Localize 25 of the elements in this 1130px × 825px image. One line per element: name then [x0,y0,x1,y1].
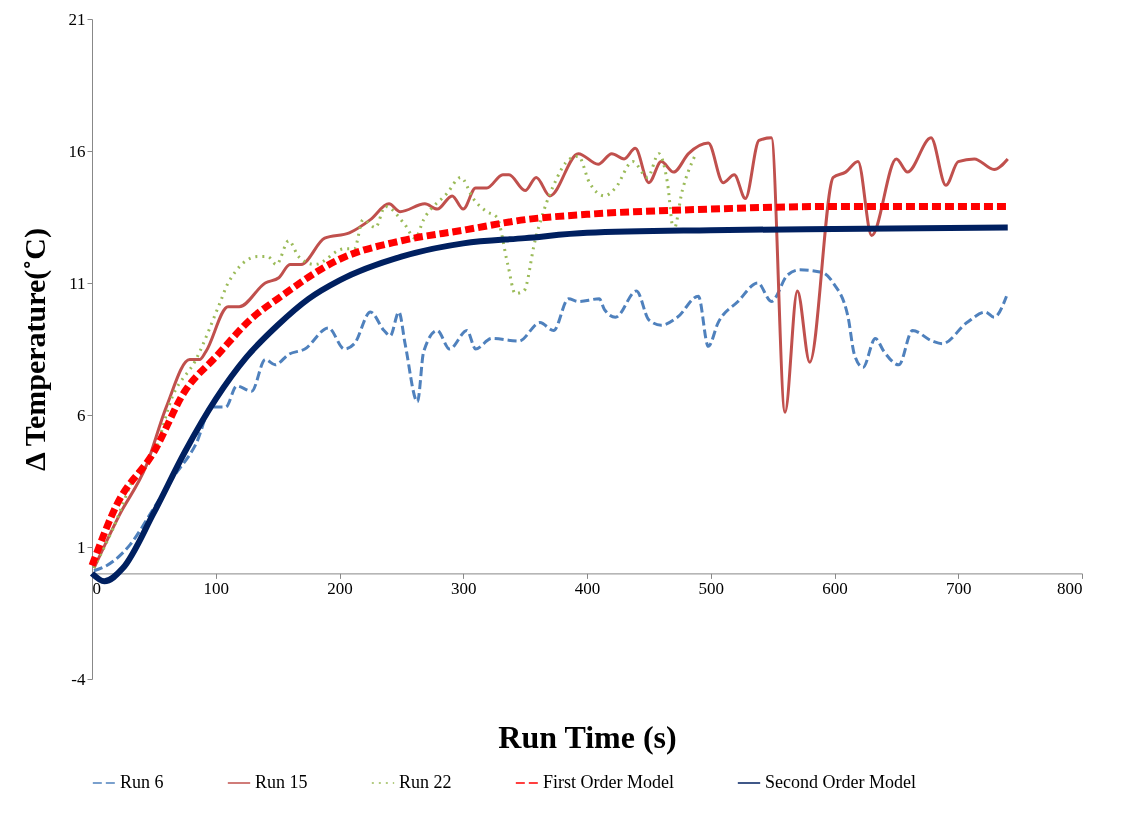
x-tick-label: 500 [698,578,724,598]
y-tick-label: -4 [71,669,86,689]
legend-label: Run 22 [399,772,452,792]
line-series [92,152,697,570]
x-axis-title: Run Time (s) [498,718,677,755]
x-tick-label: 0 [92,578,101,598]
line-series [92,268,1009,573]
line-series [92,136,1010,570]
legend-label: First Order Model [543,772,674,792]
y-tick-label: 21 [68,9,86,29]
legend-label: Run 15 [255,772,308,792]
y-tick-label: 16 [68,141,86,161]
x-tick-label: 300 [451,578,477,598]
y-axis-title: Δ Temperature(˚C) [17,228,52,471]
legend-label: Second Order Model [765,772,916,792]
legend-label: Run 6 [120,772,164,792]
y-tick-label: 11 [69,273,86,293]
y-tick-label: 1 [77,537,86,557]
x-tick-label: 200 [327,578,353,598]
x-tick-label: 400 [574,578,601,598]
x-tick-label: 800 [1057,578,1083,598]
x-tick-label: 700 [946,578,972,598]
y-tick-label: 6 [77,405,86,425]
x-tick-label: 100 [203,578,229,598]
x-tick-label: 600 [822,578,848,598]
